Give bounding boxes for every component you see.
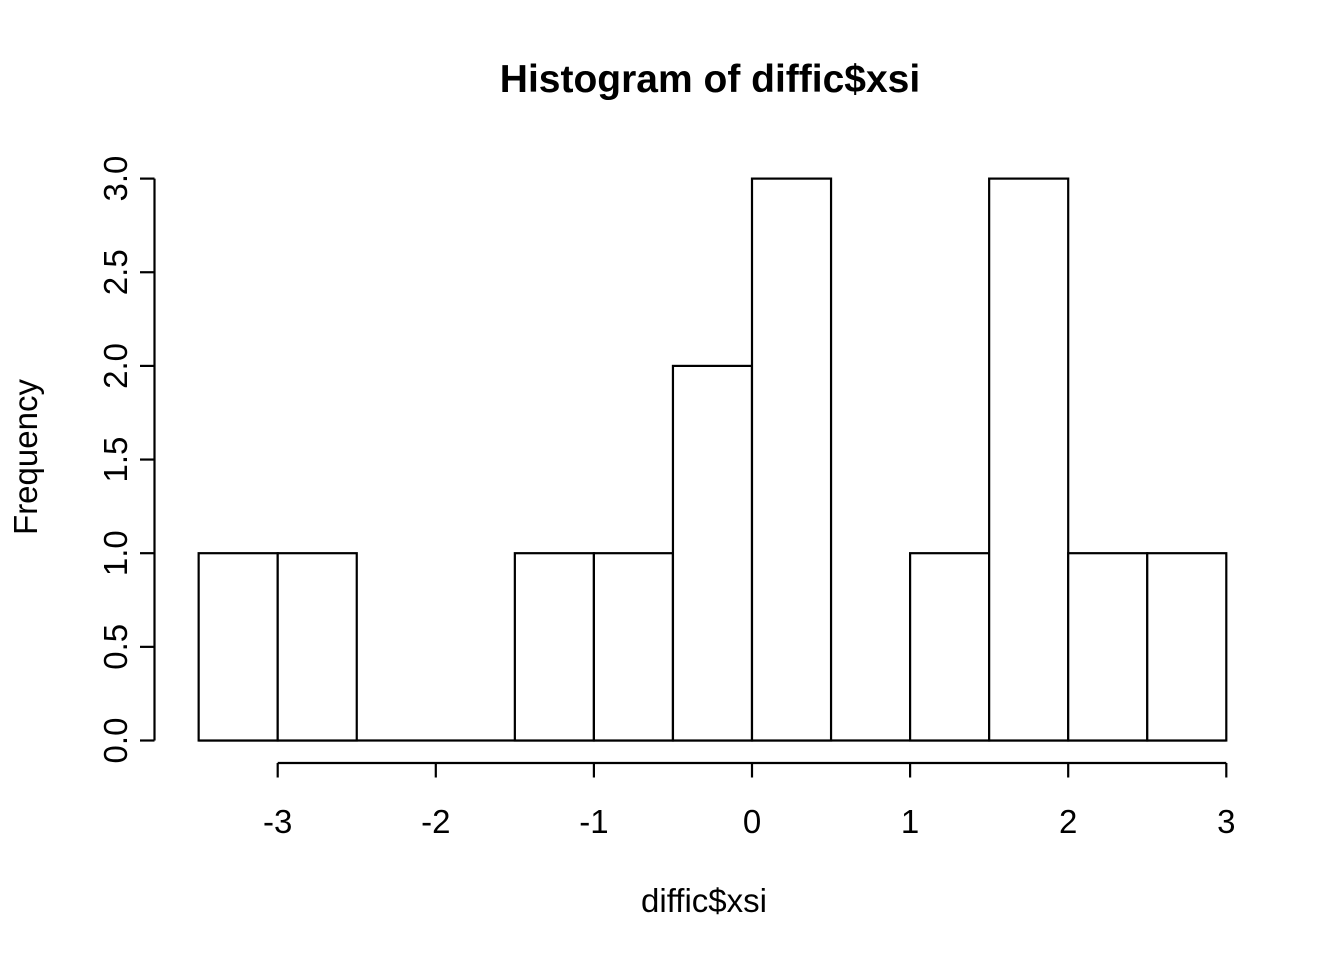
x-axis-tick-label: 0 xyxy=(743,803,761,840)
x-axis-label: diffic$xsi xyxy=(641,882,767,919)
histogram-bar xyxy=(750,177,833,742)
histogram-bar xyxy=(197,552,279,742)
histogram-bar xyxy=(1067,552,1149,742)
x-axis-tick-label: 2 xyxy=(1059,803,1077,840)
x-axis-tick-label: 3 xyxy=(1217,803,1235,840)
y-axis-tick-label: 3.0 xyxy=(97,156,134,202)
histogram-bar xyxy=(908,552,991,742)
y-axis-tick-label: 1.5 xyxy=(97,437,134,483)
x-axis-tick-label: -1 xyxy=(579,803,608,840)
histogram-bar xyxy=(1146,552,1228,742)
y-axis-tick-label: 1.0 xyxy=(97,530,134,576)
y-axis-tick-label: 0.0 xyxy=(97,718,134,764)
histogram-bar xyxy=(671,364,754,742)
x-axis-tick-label: -3 xyxy=(263,803,292,840)
chart-title: Histogram of diffic$xsi xyxy=(499,58,921,101)
y-axis-tick-label: 2.0 xyxy=(97,343,134,389)
x-axis-tick-label: -2 xyxy=(421,803,450,840)
y-axis-tick-label: 2.5 xyxy=(97,249,134,295)
x-axis-tick-label: 1 xyxy=(901,803,919,840)
histogram-bar xyxy=(276,552,358,742)
histogram-bar xyxy=(988,177,1070,742)
histogram-bar xyxy=(513,552,595,742)
histogram-bar xyxy=(592,552,675,742)
y-axis-tick-label: 0.5 xyxy=(97,624,134,670)
